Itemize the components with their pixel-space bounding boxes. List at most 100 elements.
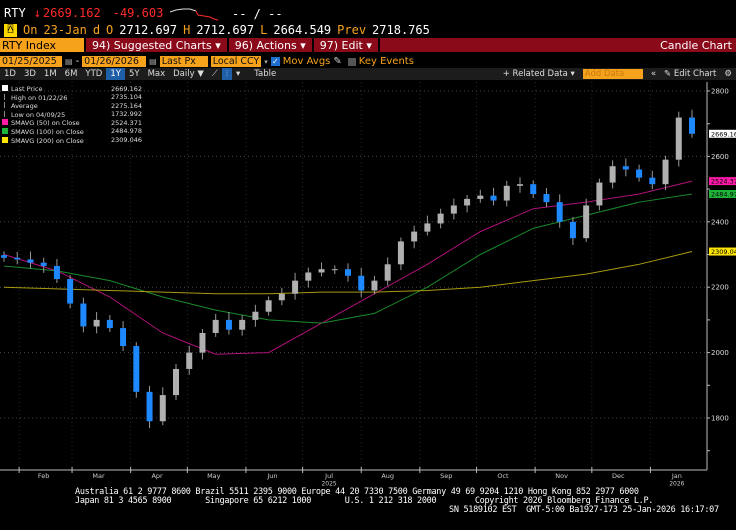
candle-body [358,275,365,291]
mov-avgs-checkbox[interactable]: ✓ [270,57,280,66]
candle-body [371,280,378,291]
x-tick-label: Jul [324,472,333,480]
candle-body [93,319,100,327]
chart-legend: Last Price 2669.162 High on 01/22/26 2735.1… [2,85,142,145]
x-tick-label: Feb [38,472,50,480]
candle-body [80,303,87,327]
candle-body [133,346,140,392]
candle-body [331,269,338,271]
key-events-checkbox[interactable] [347,57,356,66]
gear-icon[interactable]: ⚙ [724,69,732,79]
legend-item[interactable]: Low on 04/09/25 1732.992 [2,111,142,120]
candle-body [186,352,193,369]
period-3d[interactable]: 3D [23,69,36,79]
bid-ask: -- / -- [232,7,283,21]
y-tick-label: 2400 [711,218,729,226]
period-1y[interactable]: 1Y [106,68,125,80]
legend-swatch [2,85,8,91]
x-tick-label: Jun [266,472,277,480]
candle-body [239,319,246,330]
period-max[interactable]: Max [147,69,166,79]
candle-body [120,328,127,347]
legend-item[interactable]: SMAVG (100) on Close 2484.978 [2,128,142,137]
candle-body [464,198,471,206]
legend-item[interactable]: High on 01/22/26 2735.104 [2,93,142,103]
legend-value: 2309.046 [110,136,142,145]
candle-chart[interactable]: 1800 2000 2200 2400 2600 2800 Feb Mar Apr May Jun J… [0,82,736,487]
field-select[interactable]: Last Px [159,56,208,67]
candle-body [305,272,312,281]
line-chart-icon[interactable]: ⟋ [211,69,218,79]
intraday-sparkline [169,8,219,21]
candle-body [490,195,497,201]
actions-menu[interactable]: 96) Actions ▾ [226,38,312,52]
candle-body [477,195,484,199]
candle-body [530,184,537,195]
end-date-input[interactable]: 01/26/2026 [82,56,147,67]
last-price-tag [709,129,736,138]
candle-body [689,117,695,134]
last-price: 2669.162 [42,6,101,20]
down-arrow-icon: ↓ [33,6,41,20]
moving-average-line [3,180,693,355]
legend-swatch [2,119,8,126]
legend-label: High on 01/22/26 [11,93,68,102]
legend-item[interactable]: SMAVG (50) on Close 2524.371 [2,119,142,128]
candle-body [278,293,285,301]
legend-item[interactable]: SMAVG (200) on Close 2309.046 [2,136,142,146]
candle-body [437,213,444,224]
alert-bell-icon[interactable]: ⍓ [4,23,17,37]
candle-body [265,300,272,312]
chevron-down-icon[interactable]: ▾ [235,69,241,79]
net-change: -49.603 [112,6,164,20]
candle-body [1,255,7,258]
x-year-label: 2025 [321,481,336,488]
ohlc-line: ⍓ On 23-Jan d O 2712.697 H 2712.697 L 26… [4,23,430,37]
ma-price-label: 2309.046 [711,248,736,256]
period-1m[interactable]: 1M [43,69,57,79]
menu-bar: RTY Index 94) Suggested Charts ▾ 96) Act… [0,38,736,52]
open-value: 2712.697 [119,23,178,37]
calendar-icon[interactable]: ▤ [65,57,73,66]
candle-body [609,166,616,183]
legend-item[interactable]: Last Price 2669.162 [2,85,142,94]
period-1d[interactable]: 1D [4,69,16,79]
start-date-input[interactable]: 01/25/2025 [0,56,62,67]
pencil-icon[interactable]: ✎ [333,56,342,67]
pencil-icon: ✎ [664,69,672,79]
frequency-select[interactable]: Daily ▼ [173,69,204,79]
related-data-button[interactable]: + Related Data ▾ [502,69,575,79]
candle-body [67,279,74,304]
collapse-icon[interactable]: « [650,69,657,79]
candle-body [596,182,603,206]
x-tick-label: May [207,472,221,480]
y-tick-label: 2600 [711,153,729,161]
ma-price-tag [709,177,736,186]
edit-menu[interactable]: 97) Edit ▾ [311,38,378,52]
moving-average-line [3,193,693,324]
legend-value: 2484.978 [110,127,142,136]
currency-select[interactable]: Local CCY [210,56,262,67]
moving-average-line [3,251,693,295]
chevron-down-icon[interactable]: ▾ [264,57,268,66]
candle-body [225,319,232,330]
chart-title: Candle Chart [660,38,732,52]
period-ytd[interactable]: YTD [85,69,103,79]
period-5y[interactable]: 5Y [128,69,140,79]
edit-chart-button[interactable]: ✎ Edit Chart [664,69,717,79]
x-tick-label: Oct [497,472,509,480]
legend-value: 1732.992 [110,110,142,119]
candle-chart-icon[interactable]: ⫶ [221,68,232,80]
calendar-icon[interactable]: ▤ [149,57,157,66]
period-6m[interactable]: 6M [64,69,78,79]
footer-line-3: SN 5189102 EST GMT-5:00 Ba1927-173 25-Ja… [449,505,719,515]
add-data-input[interactable]: Add Data [582,69,643,79]
legend-item[interactable]: Average 2275.164 [2,102,142,111]
candle-body [397,241,404,265]
suggested-charts-menu[interactable]: 94) Suggested Charts ▾ [84,38,227,52]
candle-body [106,319,113,329]
security-input[interactable]: RTY Index [0,38,84,52]
legend-swatch [4,93,5,100]
table-button[interactable]: Table [254,69,277,79]
legend-swatch [4,102,5,109]
